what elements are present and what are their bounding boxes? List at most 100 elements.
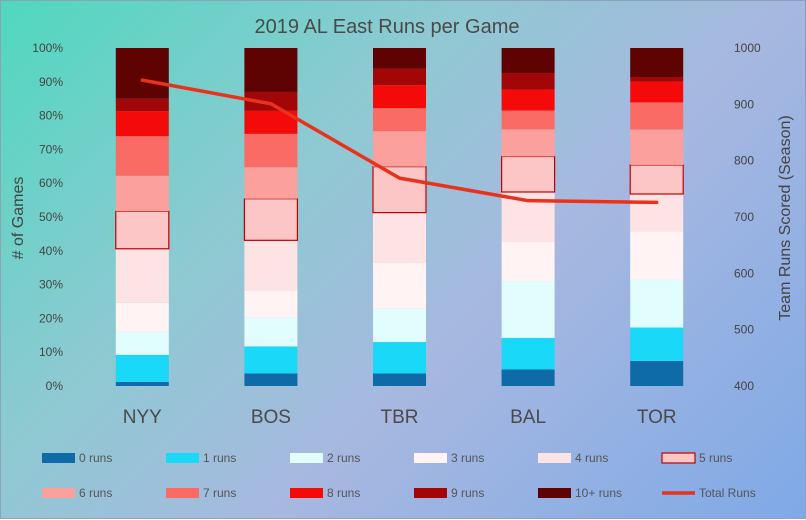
bar-segment (115, 354, 169, 382)
bar-segment (115, 136, 169, 176)
bar-segment (373, 308, 426, 343)
legend-swatch (42, 488, 75, 498)
bar-segment (244, 167, 298, 199)
legend-label: Total Runs (699, 486, 756, 500)
y-tick-label: 90% (39, 75, 63, 89)
legend-swatch (290, 488, 323, 498)
bar-segment (630, 81, 684, 103)
bar-segment (630, 231, 684, 280)
bar-segment (373, 262, 426, 309)
bar-segment (373, 48, 426, 69)
bar-segment (244, 133, 298, 168)
bar-segment (373, 373, 426, 386)
total-runs-line (140, 78, 659, 205)
legend-label: 1 runs (203, 451, 236, 465)
bar-segment (630, 48, 684, 78)
bar-segment (373, 131, 426, 167)
y2-tick-label: 700 (734, 210, 754, 224)
bar-series (115, 48, 684, 386)
bar-segment (501, 89, 555, 111)
bar-segment (501, 369, 555, 386)
bar-segment (501, 48, 555, 74)
bar-segment (115, 111, 169, 137)
bar-segment (115, 302, 169, 332)
y-tick-label: 40% (39, 244, 63, 258)
legend-swatch (538, 453, 571, 463)
bar-segment (630, 102, 684, 130)
bar-segment (115, 175, 169, 212)
legend-label: 10+ runs (575, 486, 622, 500)
legend-label: 9 runs (451, 486, 484, 500)
legend-label: 5 runs (699, 451, 732, 465)
y2-tick-label: 500 (734, 323, 754, 337)
bar-segment (501, 281, 555, 339)
legend: 0 runs 1 runs 2 runs 3 runs 4 runs 5 runs 6 ru… (42, 451, 756, 500)
bar-segment (115, 331, 169, 355)
legend-label: 8 runs (327, 486, 360, 500)
bar-segment (373, 68, 426, 86)
legend-label: 4 runs (575, 451, 608, 465)
legend-swatch (661, 452, 696, 464)
legend-label: 6 runs (79, 486, 112, 500)
category-label: NYY (123, 407, 162, 428)
legend-swatch (166, 488, 199, 498)
bar-segment (115, 98, 169, 112)
legend-swatch (42, 453, 75, 463)
bar-segment (244, 110, 298, 134)
bar-segment (501, 110, 555, 130)
bar-segment (630, 360, 684, 386)
y2-axis-label: Team Runs Scored (Season) (777, 115, 794, 320)
bar-segment (115, 248, 169, 303)
category-label: BAL (510, 407, 546, 428)
y-axis-label: # of Games (10, 177, 27, 260)
category-label: TBR (381, 407, 419, 428)
bar-segment (244, 373, 298, 386)
bar-segment (501, 338, 555, 370)
bar-segment (244, 346, 298, 374)
y2-tick-label: 900 (734, 97, 754, 111)
legend-label: 2 runs (327, 451, 360, 465)
bar-segment (115, 381, 169, 386)
chart-title: 2019 AL East Runs per Game (255, 16, 520, 38)
y-tick-label: 50% (39, 210, 63, 224)
bar-segment (630, 77, 684, 82)
legend-swatch (414, 488, 447, 498)
bar-segment (244, 317, 298, 347)
bar-segment (630, 279, 684, 328)
y-tick-label: 10% (39, 345, 63, 359)
y2-tick-label: 800 (734, 154, 754, 168)
category-label: BOS (251, 407, 291, 428)
legend-label: 7 runs (203, 486, 236, 500)
bar-segment (501, 242, 555, 282)
y2-tick-label: 600 (734, 266, 754, 280)
bar-segment (244, 91, 298, 111)
y2-tick-label: 1000 (734, 41, 761, 55)
bar-segment (629, 164, 684, 195)
bar-segment (244, 240, 298, 291)
y-tick-label: 0% (46, 379, 64, 393)
y-tick-label: 80% (39, 109, 63, 123)
bar-segment (373, 108, 426, 132)
y-tick-label: 70% (39, 142, 63, 156)
legend-swatch (166, 453, 199, 463)
category-label: TOR (637, 407, 677, 428)
y-axis-left: 0% 10% 20% 30% 40% 50% 60% 70% 80% 90% 100% (32, 41, 63, 393)
y-tick-label: 30% (39, 278, 63, 292)
bar-segment (630, 129, 684, 165)
y-axis-right: 400 500 600 700 800 900 1000 (734, 41, 761, 393)
legend-swatch (290, 453, 323, 463)
bar-segment (501, 155, 556, 193)
bar-segment (243, 198, 298, 241)
legend-label: 0 runs (79, 451, 112, 465)
bar-segment (630, 327, 684, 361)
bar-segment (501, 73, 555, 90)
y-tick-label: 20% (39, 311, 63, 325)
legend-swatch (414, 453, 447, 463)
bar-segment (115, 210, 170, 250)
bar-segment (373, 85, 426, 109)
y-tick-label: 100% (32, 41, 63, 55)
x-axis: NYY BOS TBR BAL TOR (123, 407, 677, 428)
line-series (140, 78, 659, 205)
